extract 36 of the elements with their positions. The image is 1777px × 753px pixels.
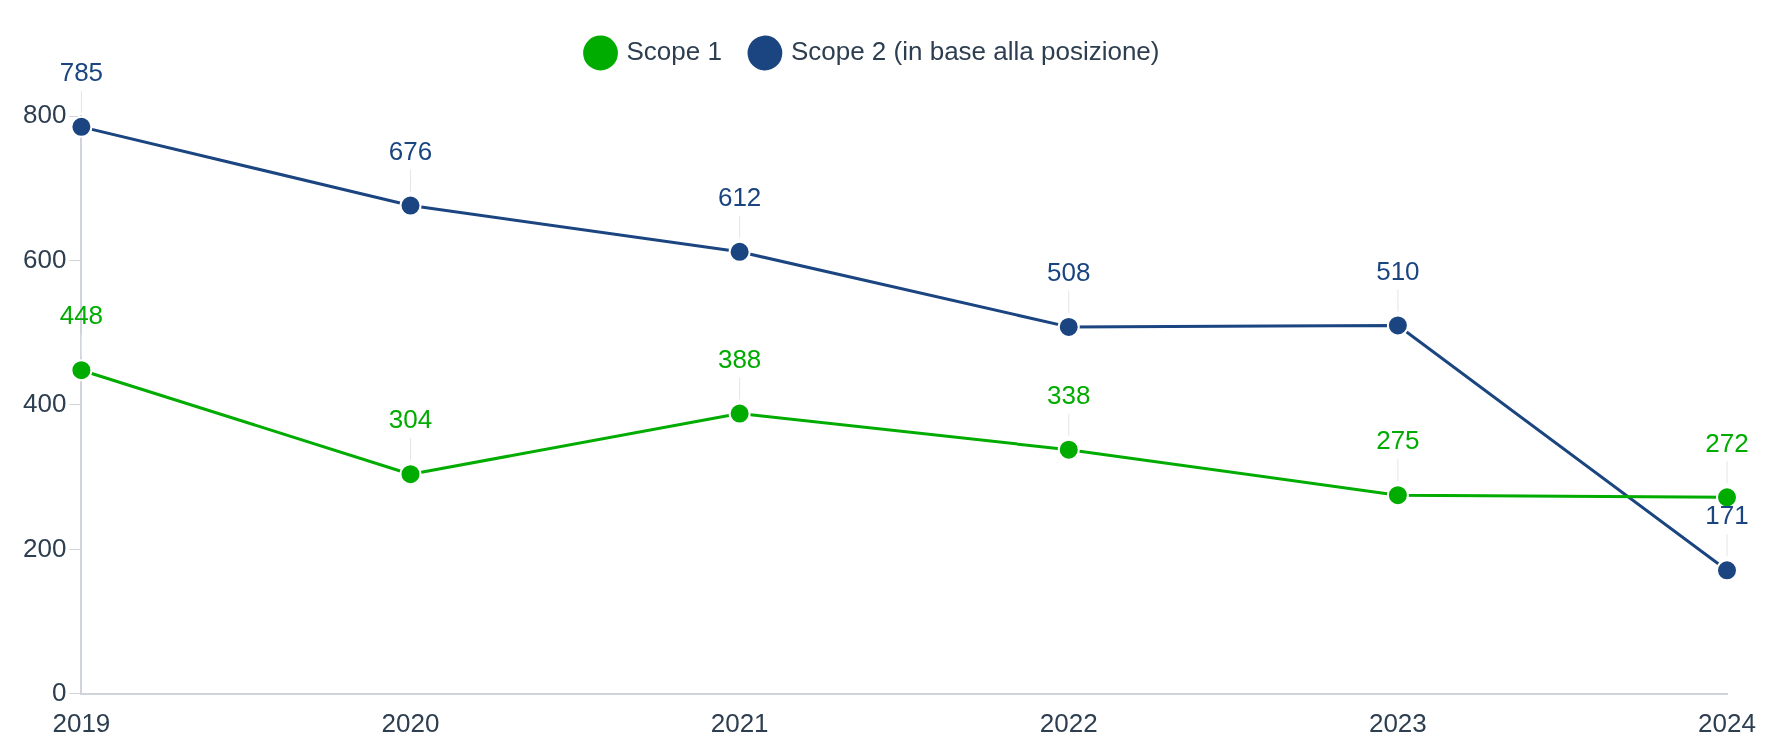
y-tick-label: 400 [22, 388, 67, 419]
point [399, 194, 422, 217]
data-label: 785 [59, 57, 104, 88]
x-tick-label: 2020 [381, 707, 440, 738]
x-tick-label: 2021 [710, 707, 769, 738]
point [1386, 484, 1409, 507]
data-label: 448 [59, 300, 104, 331]
y-tick-label: 800 [22, 99, 67, 130]
data-label: 272 [1705, 427, 1749, 458]
legend-label: Scope 1 [626, 36, 722, 67]
data-label: 171 [1705, 500, 1749, 531]
point [70, 359, 93, 382]
data-label: 510 [1376, 255, 1420, 286]
point [70, 116, 93, 138]
point [728, 240, 751, 263]
point [1057, 315, 1080, 338]
point [1716, 559, 1738, 582]
x-tick-label: 2019 [52, 707, 111, 738]
legend-label: Scope 2 (in base alla posizione) [790, 36, 1160, 67]
data-label: 275 [1376, 425, 1420, 456]
data-label: 676 [388, 135, 433, 166]
x-tick-label: 2024 [1698, 707, 1756, 738]
y-tick-label: 600 [22, 243, 67, 274]
x-tick-label: 2023 [1368, 707, 1427, 738]
data-label: 304 [388, 404, 433, 435]
y-tick-label: 0 [51, 676, 67, 707]
point [1386, 314, 1409, 337]
data-label: 612 [717, 181, 762, 212]
point [1057, 438, 1080, 461]
point [399, 463, 422, 486]
y-tick-label: 200 [22, 532, 67, 563]
data-label: 338 [1047, 379, 1091, 410]
point [728, 402, 751, 425]
x-tick-label: 2022 [1039, 707, 1098, 738]
data-label: 388 [717, 343, 762, 374]
data-label: 508 [1047, 257, 1091, 288]
